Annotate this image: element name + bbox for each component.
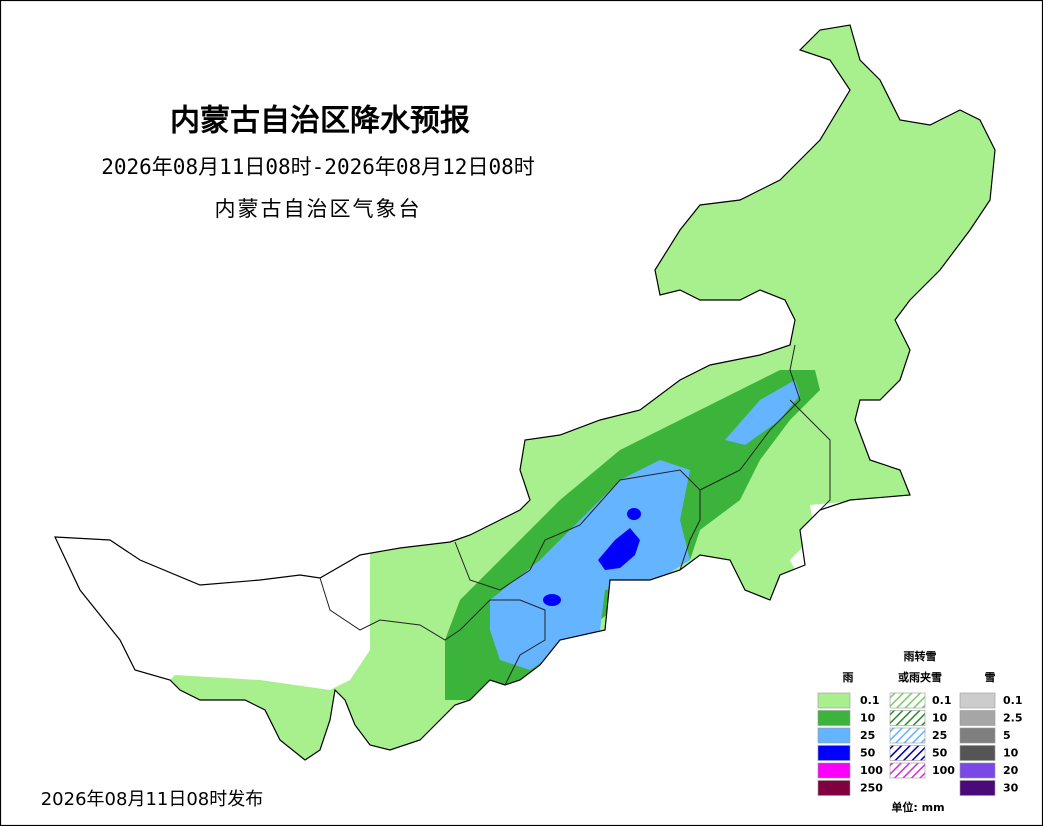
legend-swatch [889,710,926,726]
legend-label: 20 [1003,764,1019,777]
legend-column-title: 雨转雪 [904,649,937,663]
legend-swatch [959,692,996,709]
legend-label: 10 [932,712,948,725]
legend-swatch [817,710,851,726]
city-boundary [459,599,546,686]
no-rain-west [55,520,370,700]
legend-label: 25 [932,729,947,742]
legend-swatch [889,745,926,761]
rainstorm-area [598,528,640,570]
city-boundary [679,490,701,571]
legend-column-title: 雪 [985,671,996,684]
issue-time: 2026年08月11日08时发布 [41,789,264,810]
legend-label: 5 [1003,729,1011,742]
legend-swatch [959,745,996,761]
legend-swatch [959,727,996,744]
legend-swatch [889,727,926,744]
legend-label: 100 [860,764,883,777]
map-title: 内蒙古自治区降水预报 [170,104,470,139]
legend-column-title: 或雨夹雪 [898,670,942,684]
legend-label: 10 [1003,747,1019,760]
legend-column-title: 雨 [843,671,854,684]
city-boundary [454,469,701,591]
legend: 雨 雨转雪 或雨夹雪 雪 单位: mm 0.1 10 25 50 100 250 0.1 10… [817,649,1023,814]
legend-label: 0.1 [1003,694,1023,707]
legend-swatch [959,780,996,796]
legend-swatch [959,762,996,779]
city-boundary [319,577,461,641]
legend-swatch [817,780,851,796]
legend-label: 100 [932,764,955,777]
legend-swatch [959,710,996,726]
city-boundary [789,399,831,511]
legend-swatch [817,745,851,761]
legend-label: 0.1 [860,694,880,707]
legend-swatch [817,692,851,709]
heavy-rain-area-north [725,380,800,445]
legend-label: 25 [860,729,875,742]
legend-swatch [817,727,851,744]
issuer: 内蒙古自治区气象台 [215,197,422,221]
city-boundary [699,344,801,491]
forecast-period: 2026年08月11日08时-2026年08月12日08时 [101,155,535,179]
rainstorm-spot [543,594,561,606]
legend-label: 50 [860,747,876,760]
legend-label: 250 [860,782,883,795]
legend-label: 0.1 [932,694,952,707]
legend-swatch [817,762,851,779]
legend-unit: 单位: mm [891,800,944,814]
legend-label: 2.5 [1003,712,1023,725]
legend-swatch [889,762,926,779]
rainstorm-spot [627,508,641,520]
legend-label: 50 [932,747,948,760]
legend-label: 10 [860,712,876,725]
legend-swatch [889,692,926,709]
legend-label: 30 [1003,782,1019,795]
